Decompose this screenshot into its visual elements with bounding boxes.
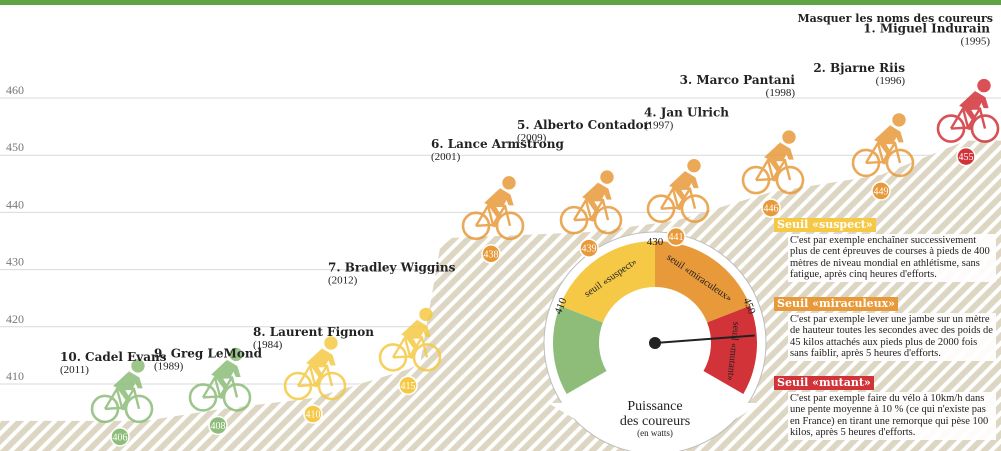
power-value: 446 [764,204,779,215]
y-tick-label: 440 [6,197,24,211]
gauge-unit: (en watts) [637,428,673,438]
legend-mutant-tag: Seuil «mutant» [774,376,874,390]
gauge-zone-suspect [560,241,655,323]
rider-1: 406 10. Cadel Evans(2011) [60,350,167,447]
power-value: 439 [582,244,597,255]
y-tick-label: 460 [6,83,24,97]
rider-8: 446 3. Marco Pantani(1998) [680,73,805,218]
legend-mutant-text: C'est par exemple faire du vélo à 10km/h… [788,391,996,440]
power-value: 408 [211,421,226,432]
rider-name: 1. Miguel Indurain [863,22,990,36]
power-value: 455 [959,152,974,163]
rider-4: 415 7. Bradley Wiggins(2012) [328,260,456,396]
rider-year: (1997) [644,120,674,132]
y-tick-label: 450 [6,140,24,154]
rider-year: (1996) [876,75,906,87]
rider-year: (1995) [961,36,991,48]
y-tick-label: 430 [6,255,24,269]
power-badge [208,415,228,436]
gauge-needle [654,334,755,344]
cyclist-icon [936,78,1000,143]
rider-year: (2012) [328,274,358,286]
power-badge [481,244,501,264]
rider-name: 9. Greg LeMond [154,346,263,360]
power-badge [398,375,418,396]
legend-suspect-tag: Seuil «suspect» [774,218,876,232]
rider-name: 6. Lance Armstrong [431,137,564,151]
power-badge [956,146,976,167]
top-accent-bar [0,0,1001,5]
rider-year: (1998) [766,87,796,99]
rider-3: 410 8. Laurent Fignon(1984) [253,325,374,424]
gauge-zone-mutant [703,305,757,394]
power-badge [110,427,130,447]
y-tick-label: 410 [6,369,24,383]
rider-5: 438 6. Lance Armstrong(2001) [431,137,564,264]
legend-mutant: Seuil «mutant» C'est par exemple faire d… [774,376,996,440]
rider-year: (2011) [60,364,89,376]
power-badge [666,226,686,247]
power-value: 410 [306,410,321,421]
power-badge [761,198,781,218]
power-badge [579,238,599,258]
rider-year: (1989) [154,360,184,372]
gauge-title-1: Puissance [627,399,682,414]
power-value: 415 [401,381,416,392]
rider-name: 10. Cadel Evans [60,350,167,364]
legend-miraculous-text: C'est par exemple lever une jambe sur un… [788,312,996,361]
gauge-title-2: des coureurs [620,414,690,429]
legend-miraculous-tag: Seuil «miraculeux» [774,297,899,311]
legend-suspect: Seuil «suspect» C'est par exemple enchaî… [774,218,996,282]
power-badge [303,404,323,424]
rider-2: 408 9. Greg LeMond(1989) [154,346,263,436]
rider-name: 8. Laurent Fignon [253,325,374,339]
rider-name: 4. Jan Ulrich [644,106,729,120]
rider-9: 449 2. Bjarne Riis(1996) [813,61,915,201]
legend-suspect-text: C'est par exemple enchaîner successiveme… [788,233,996,282]
rider-name: 5. Alberto Contador [517,118,651,132]
gauge-tick-label: 450 [740,296,757,316]
rider-year: (2009) [517,132,547,144]
power-value: 438 [484,249,499,260]
cyclist-icon [559,169,623,235]
gauge-cutout [548,403,762,443]
cyclist-icon [461,175,525,241]
rider-year: (2001) [431,151,461,163]
rider-name: 2. Bjarne Riis [813,61,905,75]
rider-10: 455 1. Miguel Indurain(1995) [863,22,1000,167]
gauge-tick-label: 430 [647,236,664,248]
gauge-tick-label: 410 [552,296,569,316]
legend-miraculous: Seuil «miraculeux» C'est par exemple lev… [774,297,996,361]
rider-year: (1984) [253,339,283,351]
rider-7: 441 4. Jan Ulrich(1997) [644,106,729,247]
gauge-zone-miraculous [655,241,750,323]
rider-name: 3. Marco Pantani [680,73,796,87]
power-value: 449 [874,186,889,197]
cyclist-icon [283,335,347,401]
power-badge [871,181,891,201]
cyclist-icon [741,129,805,195]
rider-name: 7. Bradley Wiggins [328,260,456,274]
power-value: 406 [113,432,128,443]
rider-6: 439 5. Alberto Contador(2009) [517,118,651,258]
cyclist-icon [90,358,154,424]
hide-names-toggle[interactable]: Masquer les noms des coureurs [797,12,993,25]
y-tick-label: 420 [6,312,24,326]
riders: 406 10. Cadel Evans(2011) 408 9. Greg LeMon… [60,22,1000,447]
gauge-zone-normal [553,305,607,394]
gauge-hub [649,337,661,349]
power-value: 441 [669,232,684,243]
